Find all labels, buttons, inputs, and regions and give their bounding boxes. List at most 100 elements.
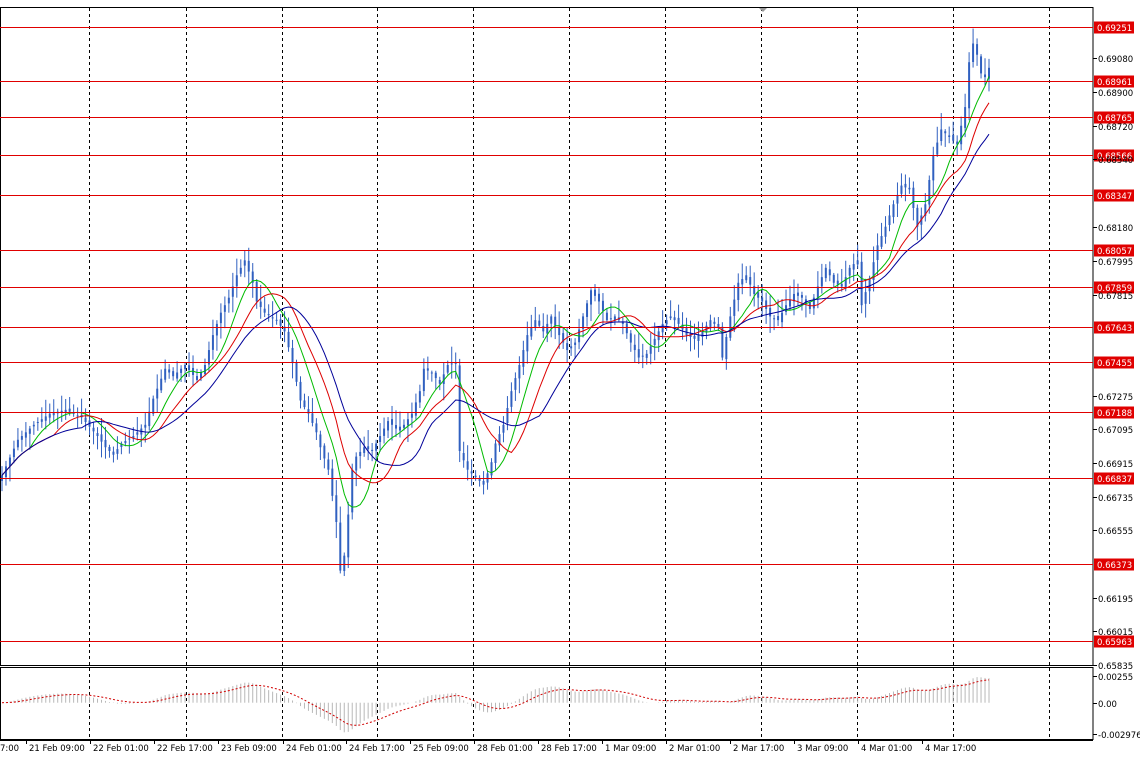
candle-body — [426, 368, 429, 371]
level-price-tag — [1094, 111, 1134, 124]
candle-body — [438, 379, 441, 384]
candle-body — [852, 264, 855, 270]
candle-body — [36, 422, 39, 424]
level-price-label: 0.68057 — [1097, 247, 1132, 257]
candle-body — [355, 456, 358, 471]
candle-body — [215, 323, 218, 336]
candle-body — [888, 215, 891, 225]
y-tick-label: 0.65835 — [1098, 662, 1133, 672]
candle-body — [872, 262, 875, 281]
level-price-tag — [1094, 21, 1134, 34]
candle-body — [40, 419, 43, 422]
candle-body — [836, 280, 839, 285]
candle-body — [510, 391, 513, 407]
candle-body — [984, 74, 987, 78]
level-price-label: 0.65963 — [1097, 638, 1132, 648]
candle-body — [311, 413, 314, 423]
candle-body — [76, 415, 79, 417]
y-tick-label: 0.67095 — [1098, 426, 1133, 436]
candle-body — [856, 260, 859, 265]
candle-body — [518, 365, 521, 379]
y-tick-label: 0.67815 — [1098, 292, 1133, 302]
candle-body — [299, 381, 302, 401]
y-tick-label: 0.68540 — [1098, 156, 1133, 166]
candle-body — [478, 477, 481, 481]
level-price-label: 0.67188 — [1097, 409, 1132, 419]
candle-body — [470, 471, 473, 474]
level-price-tag — [1094, 356, 1134, 369]
candle-body — [522, 350, 525, 367]
candle-body — [24, 432, 27, 438]
candle-body — [713, 321, 716, 324]
candle-body — [375, 443, 378, 451]
candle-body — [104, 439, 107, 448]
oscillator-histogram — [5, 677, 990, 733]
candle-body — [697, 335, 700, 341]
candle-body — [824, 267, 827, 279]
candle-body — [243, 260, 246, 266]
candle-body — [255, 281, 258, 302]
x-tick-label: 2 Mar 17:00 — [733, 744, 784, 754]
candle-body — [231, 286, 234, 297]
candle-body — [343, 555, 346, 572]
candle-body — [442, 374, 445, 385]
candle-body — [876, 245, 879, 261]
candle-body — [96, 433, 99, 437]
candle-body — [359, 451, 362, 457]
candle-body — [315, 423, 318, 433]
level-price-label: 0.67643 — [1097, 324, 1132, 334]
candle-body — [538, 320, 541, 326]
candle-body — [100, 434, 103, 442]
candle-body — [283, 326, 286, 332]
candle-body — [251, 271, 254, 283]
candle-body — [737, 282, 740, 301]
candle-body — [207, 350, 210, 365]
candle-body — [570, 346, 573, 349]
level-price-label: 0.68347 — [1097, 192, 1132, 202]
level-price-tag — [1094, 558, 1134, 571]
candle-body — [804, 299, 807, 304]
candle-body — [335, 495, 338, 523]
candle-body — [227, 297, 230, 304]
candle-body — [721, 326, 724, 358]
candle-body — [307, 409, 310, 414]
candle-body — [466, 461, 469, 470]
candle-body — [765, 300, 768, 309]
candle-body — [32, 424, 35, 427]
candle-body — [932, 155, 935, 181]
candle-body — [124, 441, 127, 444]
candle-body — [363, 447, 366, 453]
candle-body — [550, 316, 553, 324]
level-price-label: 0.68566 — [1097, 152, 1132, 162]
candle-body — [120, 443, 123, 447]
y-tick-label: 0.67275 — [1098, 393, 1133, 403]
candle-body — [72, 413, 75, 415]
candle-body — [685, 328, 688, 336]
candle-body — [410, 413, 413, 418]
candle-body — [20, 436, 23, 440]
candle-body — [490, 462, 493, 476]
x-tick-label: 21 Feb 09:00 — [29, 744, 85, 754]
osc-y-tick-label: 0.00 — [1098, 700, 1117, 710]
candle-body — [331, 468, 334, 496]
candle-body — [840, 283, 843, 287]
candle-body — [418, 391, 421, 403]
candle-body — [414, 402, 417, 416]
candle-body — [259, 301, 262, 308]
candle-body — [601, 300, 604, 311]
candle-body — [132, 436, 135, 439]
candle-body — [498, 434, 501, 446]
main-panel-frame — [0, 7, 1094, 666]
candles-group — [1, 28, 990, 577]
candle-body — [482, 480, 485, 485]
candle-body — [383, 428, 386, 436]
candle-body — [789, 299, 792, 307]
level-price-tag — [1094, 635, 1134, 648]
candle-body — [323, 445, 326, 459]
candle-body — [562, 333, 565, 343]
level-price-label: 0.67455 — [1097, 359, 1132, 369]
candle-body — [641, 355, 644, 357]
candle-body — [972, 43, 975, 63]
candle-body — [665, 320, 668, 325]
